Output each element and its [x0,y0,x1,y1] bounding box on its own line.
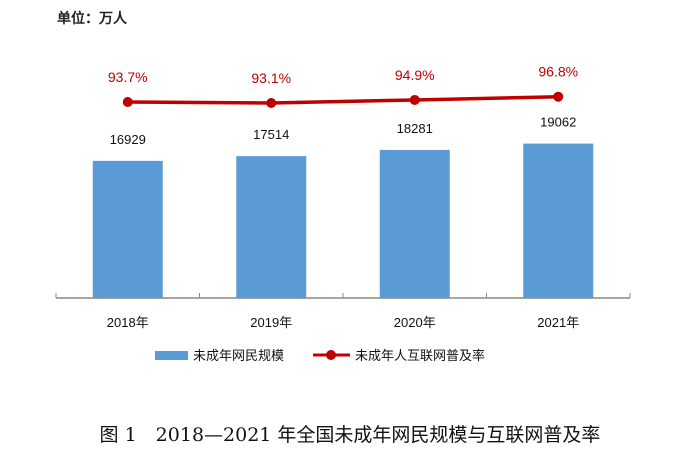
bar-data-label: 17514 [253,127,289,142]
bar [379,149,450,298]
bar [236,156,307,298]
x-tick-label: 2018年 [107,315,149,330]
bar [523,143,594,298]
line-data-label: 96.8% [538,64,578,80]
legend-bar-swatch [155,351,188,360]
bar-data-label: 19062 [540,115,576,130]
line-data-label: 93.7% [108,69,148,85]
line-series [127,94,559,105]
figure-caption: 图 1 2018—2021 年全国未成年网民规模与互联网普及率 [99,424,601,446]
legend-bar-label: 未成年网民规模 [193,349,284,364]
line-point [122,97,133,107]
legend-line-marker [326,350,336,360]
line-point [409,94,420,105]
legend-line-label: 未成年人互联网普及率 [355,348,485,364]
line-data-label: 93.1% [251,70,291,86]
line-data-label: 94.9% [395,67,435,83]
x-tick-label: 2020年 [394,315,436,330]
line-point [553,91,564,102]
line-point [266,98,277,109]
unit-label: 单位：万人 [57,11,127,27]
bar-data-label: 18281 [397,121,433,136]
bar [92,160,163,298]
x-tick-label: 2021年 [537,315,579,330]
chart: 16929 2018年 17514 2019年 18281 2020年 19062 2021年… [55,64,631,364]
bar-data-label: 16929 [110,132,146,147]
x-tick-label: 2019年 [250,315,292,330]
